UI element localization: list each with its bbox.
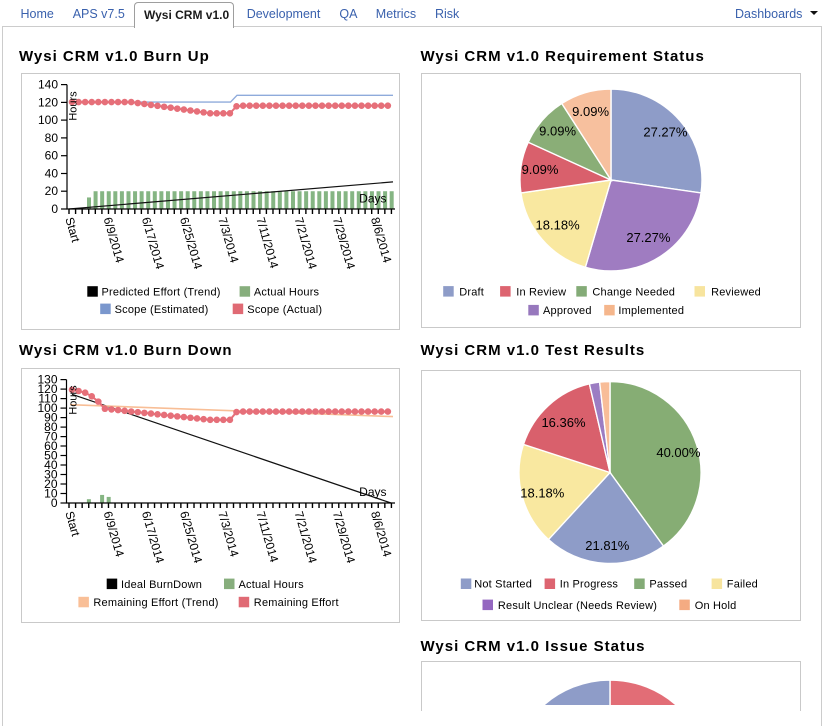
svg-text:6/25/2014: 6/25/2014 bbox=[177, 216, 205, 271]
svg-text:100: 100 bbox=[37, 401, 57, 415]
svg-text:130: 130 bbox=[37, 373, 57, 387]
svg-text:80: 80 bbox=[44, 420, 58, 434]
svg-text:120: 120 bbox=[37, 382, 57, 396]
svg-text:8/6/2014: 8/6/2014 bbox=[368, 510, 394, 559]
svg-text:Scope (Estimated): Scope (Estimated) bbox=[115, 304, 209, 316]
svg-text:Not Started: Not Started bbox=[474, 579, 532, 591]
svg-text:18.18%: 18.18% bbox=[536, 217, 581, 232]
svg-text:6/9/2014: 6/9/2014 bbox=[101, 216, 127, 265]
svg-text:70: 70 bbox=[44, 430, 58, 444]
svg-text:21.81%: 21.81% bbox=[585, 538, 630, 553]
svg-text:40: 40 bbox=[44, 458, 58, 472]
svg-text:16.36%: 16.36% bbox=[541, 415, 586, 430]
svg-text:Draft: Draft bbox=[459, 286, 484, 298]
svg-text:6/17/2014: 6/17/2014 bbox=[139, 510, 167, 565]
svg-text:0: 0 bbox=[51, 496, 58, 510]
svg-text:Scope (Actual): Scope (Actual) bbox=[247, 304, 322, 316]
svg-text:Approved: Approved bbox=[543, 305, 592, 317]
svg-text:20: 20 bbox=[44, 477, 58, 491]
svg-text:Failed: Failed bbox=[727, 579, 758, 591]
svg-text:60: 60 bbox=[44, 439, 58, 453]
svg-text:7/29/2014: 7/29/2014 bbox=[330, 510, 358, 565]
svg-text:Actual Hours: Actual Hours bbox=[254, 286, 320, 298]
svg-text:7/11/2014: 7/11/2014 bbox=[253, 216, 281, 271]
svg-text:7/3/2014: 7/3/2014 bbox=[215, 510, 241, 559]
svg-text:7/11/2014: 7/11/2014 bbox=[253, 510, 281, 565]
svg-text:90: 90 bbox=[44, 411, 58, 425]
svg-text:50: 50 bbox=[44, 449, 58, 463]
svg-text:8/6/2014: 8/6/2014 bbox=[368, 216, 394, 265]
svg-text:Remaining Effort (Trend): Remaining Effort (Trend) bbox=[93, 597, 218, 609]
svg-text:100: 100 bbox=[38, 113, 58, 127]
svg-text:9.09%: 9.09% bbox=[522, 162, 559, 177]
svg-text:9.09%: 9.09% bbox=[572, 104, 609, 119]
svg-text:20: 20 bbox=[45, 184, 59, 198]
svg-text:18.18%: 18.18% bbox=[520, 485, 565, 500]
svg-text:7/21/2014: 7/21/2014 bbox=[292, 510, 320, 565]
svg-text:Start: Start bbox=[62, 216, 83, 245]
svg-text:Start: Start bbox=[62, 510, 83, 539]
svg-text:40.00%: 40.00% bbox=[656, 445, 701, 460]
svg-text:9.09%: 9.09% bbox=[539, 124, 576, 139]
svg-text:60: 60 bbox=[45, 149, 59, 163]
svg-text:110: 110 bbox=[38, 392, 57, 406]
svg-text:Result Unclear (Needs Review): Result Unclear (Needs Review) bbox=[498, 600, 657, 612]
svg-text:Ideal BurnDown: Ideal BurnDown bbox=[121, 579, 202, 591]
svg-text:140: 140 bbox=[38, 78, 58, 92]
svg-text:27.27%: 27.27% bbox=[643, 124, 688, 139]
svg-text:Hours: Hours bbox=[68, 91, 80, 121]
svg-text:7/3/2014: 7/3/2014 bbox=[215, 216, 241, 265]
svg-text:Reviewed: Reviewed bbox=[711, 286, 761, 298]
svg-text:In Progress: In Progress bbox=[560, 579, 619, 591]
svg-text:120: 120 bbox=[38, 95, 58, 109]
svg-text:Hours: Hours bbox=[68, 385, 80, 415]
svg-text:Predicted Effort (Trend): Predicted Effort (Trend) bbox=[102, 286, 221, 298]
svg-text:On Hold: On Hold bbox=[695, 600, 737, 612]
svg-text:Passed: Passed bbox=[649, 579, 687, 591]
svg-text:Actual Hours: Actual Hours bbox=[239, 579, 305, 591]
svg-text:0: 0 bbox=[51, 202, 58, 216]
svg-text:In Review: In Review bbox=[516, 286, 566, 298]
svg-text:27.27%: 27.27% bbox=[626, 230, 671, 245]
svg-text:40: 40 bbox=[45, 167, 59, 181]
svg-text:Change Needed: Change Needed bbox=[592, 286, 675, 298]
svg-text:80: 80 bbox=[45, 131, 59, 145]
svg-text:Days: Days bbox=[359, 485, 386, 499]
svg-text:6/25/2014: 6/25/2014 bbox=[177, 510, 205, 565]
svg-text:6/17/2014: 6/17/2014 bbox=[139, 216, 167, 271]
svg-text:30: 30 bbox=[44, 468, 58, 482]
svg-text:7/21/2014: 7/21/2014 bbox=[292, 216, 320, 271]
svg-text:7/29/2014: 7/29/2014 bbox=[330, 216, 358, 271]
svg-text:Days: Days bbox=[359, 192, 386, 206]
svg-text:Implemented: Implemented bbox=[618, 305, 684, 317]
svg-text:Remaining Effort: Remaining Effort bbox=[254, 597, 339, 609]
svg-text:10: 10 bbox=[44, 487, 58, 501]
svg-text:6/9/2014: 6/9/2014 bbox=[101, 510, 127, 559]
